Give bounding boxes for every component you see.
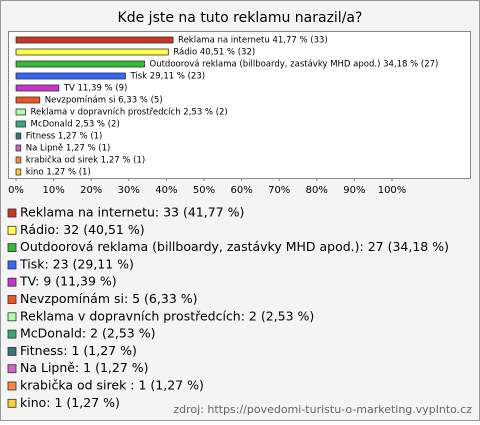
bar — [15, 48, 169, 56]
x-tick-label: 30% — [118, 185, 140, 196]
legend-swatch — [7, 260, 17, 270]
bar-label: Rádio 40,51 % (32) — [173, 48, 255, 58]
legend-label: krabička od sirek : 1 (1,27 %) — [20, 378, 204, 393]
x-tick-label: 50% — [193, 185, 215, 196]
bar-label: TV 11,39 % (9) — [63, 84, 128, 94]
legend-label: Rádio: 32 (40,51 %) — [20, 222, 145, 237]
legend-swatch — [7, 329, 17, 339]
bar — [15, 168, 22, 176]
x-tick-label: 80% — [306, 185, 328, 196]
bar-label: krabička od sirek 1,27 % (1) — [26, 155, 145, 166]
legend-swatch — [7, 225, 17, 235]
legend-label: Outdoorová reklama (billboardy, zastávky… — [20, 239, 449, 254]
x-tick-label: 40% — [155, 185, 177, 196]
bar-label: Tisk 29,11 % (23) — [129, 72, 205, 82]
legend-swatch — [7, 346, 17, 356]
bar — [15, 72, 126, 80]
bar — [15, 132, 22, 140]
legend-swatch — [7, 381, 17, 391]
x-tick-label: 100% — [378, 185, 407, 196]
legend-swatch — [7, 312, 17, 322]
bar-label: Outdoorová reklama (billboardy, zastávky… — [150, 60, 439, 70]
bar-label: Reklama na internetu 41,77 % (33) — [178, 36, 328, 46]
bar-label: McDonald 2,53 % (2) — [31, 120, 120, 130]
legend-swatch — [7, 208, 17, 218]
x-tick-label: 90% — [343, 185, 365, 196]
legend-swatch — [7, 277, 17, 287]
bar — [15, 156, 22, 164]
x-tick-label: 10% — [42, 185, 64, 196]
x-tick-label: 60% — [230, 185, 252, 196]
bar-label: kino 1,27 % (1) — [26, 168, 91, 178]
bar — [15, 84, 60, 92]
bar-label: Nevzpomínám si 6,33 % (5) — [45, 96, 163, 106]
plot-frame — [8, 31, 471, 179]
legend-label: Reklama v dopravních prostředcích: 2 (2,… — [20, 308, 314, 323]
legend-label: Fitness: 1 (1,27 %) — [20, 343, 137, 358]
x-tick-label: 0% — [8, 185, 24, 196]
bar — [15, 144, 22, 152]
legend-label: Na Lipně: 1 (1,27 %) — [20, 360, 149, 375]
bar-label: Fitness 1,27 % (1) — [26, 132, 103, 142]
legend-label: Nevzpomínám si: 5 (6,33 %) — [20, 291, 198, 306]
legend-label: TV: 9 (11,39 %) — [19, 274, 117, 289]
bar — [15, 60, 145, 68]
bar — [15, 96, 41, 104]
legend-label: Tisk: 23 (29,11 %) — [19, 256, 134, 271]
legend-label: kino: 1 (1,27 %) — [20, 395, 120, 410]
bar-label: Na Lipně 1,27 % (1) — [26, 144, 111, 154]
bar-label: Reklama v dopravních prostředcích 2,53 %… — [31, 108, 228, 118]
legend-swatch — [7, 243, 17, 253]
legend-label: Reklama na internetu: 33 (41,77 %) — [20, 205, 244, 220]
legend-swatch — [7, 364, 17, 374]
bar — [15, 120, 26, 128]
legend-label: McDonald: 2 (2,53 %) — [20, 326, 155, 341]
bar — [15, 108, 26, 116]
x-tick-label: 20% — [80, 185, 102, 196]
legend-swatch — [7, 398, 17, 408]
chart-title: Kde jste na tuto reklamu narazil/a? — [118, 10, 363, 26]
legend-swatch — [7, 295, 17, 304]
x-tick-label: 70% — [268, 185, 290, 196]
source: zdroj: https://povedomi-turistu-o-market… — [173, 403, 472, 416]
bar — [15, 36, 174, 44]
